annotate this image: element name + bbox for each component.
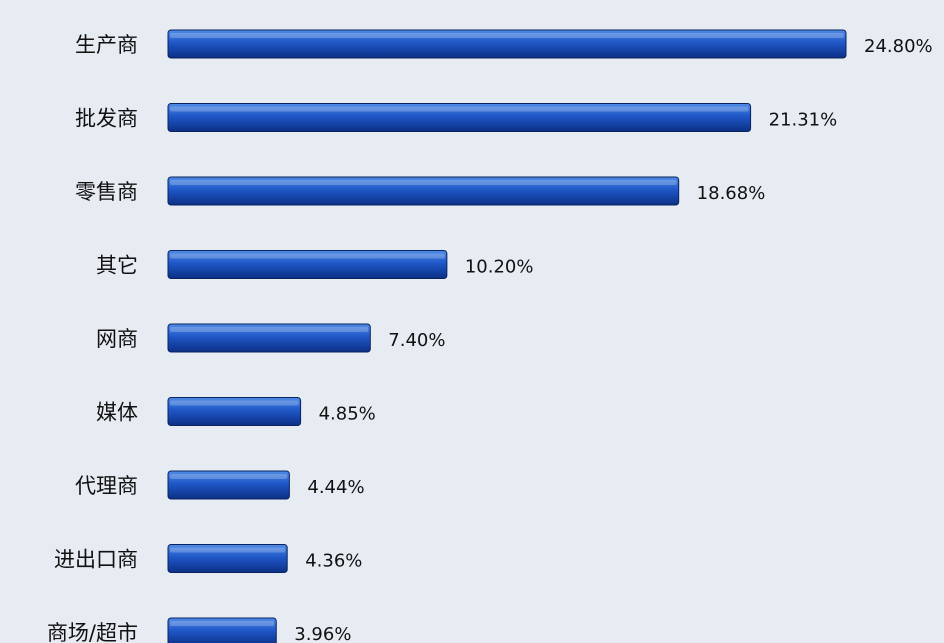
bar-8 [167,617,277,643]
bar-highlight-5 [170,400,299,406]
category-label-8: 商场/超市 [47,621,138,643]
category-label-1: 批发商 [75,107,138,131]
value-label-8: 3.96% [294,624,351,643]
value-label-7: 4.36% [305,551,362,572]
category-label-7: 进出口商 [54,548,138,572]
value-label-3: 10.20% [465,257,534,278]
bar-highlight-1 [170,106,749,112]
bar-highlight-6 [170,474,288,479]
value-label-0: 24.80% [864,36,933,57]
bar-highlight-0 [170,33,844,38]
category-label-6: 代理商 [75,474,138,498]
bar-5 [167,397,302,426]
category-label-5: 媒体 [96,401,138,425]
bar-4 [167,323,371,353]
value-label-2: 18.68% [697,183,766,204]
bar-highlight-8 [170,621,275,626]
category-label-2: 零售商 [75,180,138,204]
value-label-6: 4.44% [307,477,364,498]
bars [167,29,847,643]
bar-highlight-3 [170,253,445,259]
value-labels: 24.80% 21.31% 18.68% 10.20% 7.40% 4.85% 4.44% 4… [294,36,932,643]
bar-highlight-7 [170,547,286,553]
bar-3 [167,250,448,279]
bar-highlight-2 [170,180,677,185]
bar-2 [167,176,680,206]
bar-7 [167,544,288,573]
bar-0 [167,29,847,59]
category-label-4: 网商 [96,327,138,351]
category-label-0: 生产商 [75,33,138,57]
bar-1 [167,103,752,132]
value-label-5: 4.85% [319,404,376,425]
category-label-3: 其它 [96,254,138,278]
bar-6 [167,470,290,500]
bar-highlight-4 [170,327,369,332]
value-label-4: 7.40% [388,330,445,351]
value-label-1: 21.31% [769,110,838,131]
